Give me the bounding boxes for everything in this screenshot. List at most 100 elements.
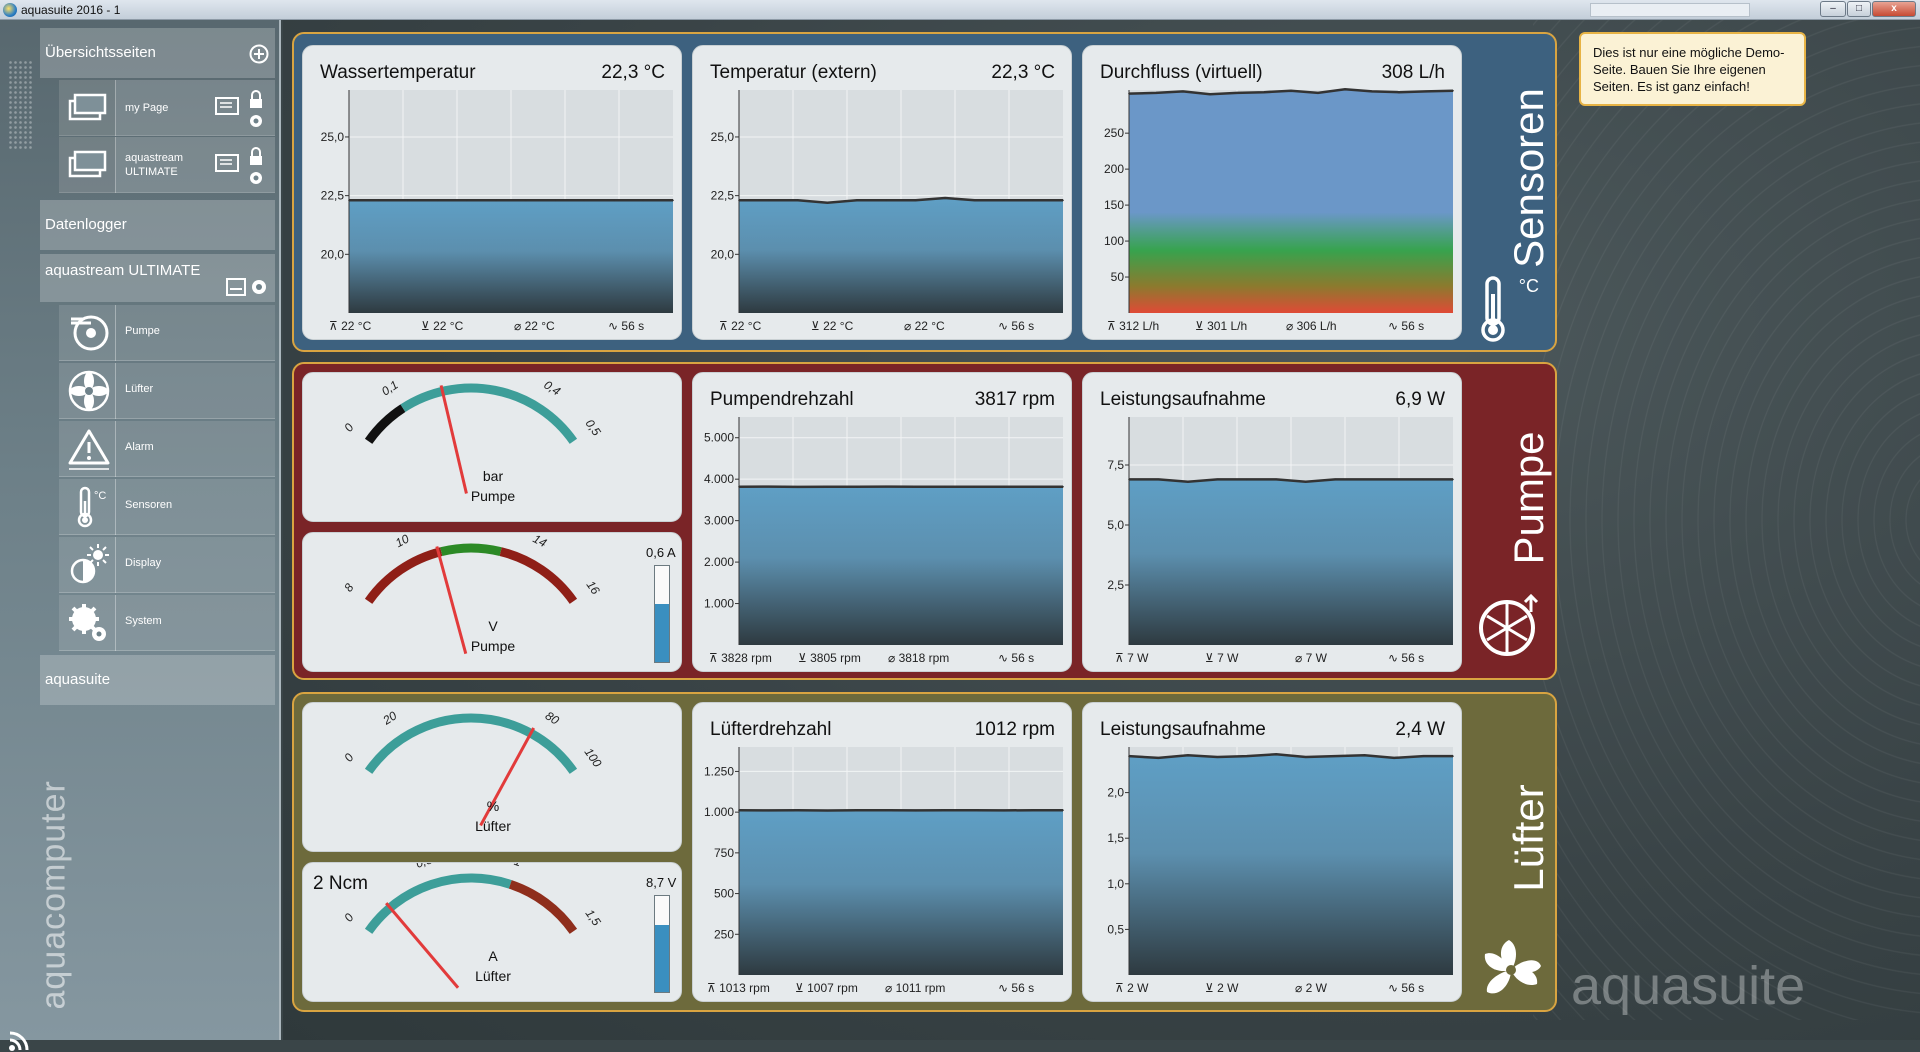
gauge-tick-label: 0: [341, 421, 356, 435]
gauge-tick-label: 0,1: [379, 378, 401, 399]
sidebar-item-system[interactable]: System: [59, 595, 275, 651]
chart-leistungsaufnahme-pumpe: 7,55,02,5: [1083, 373, 1463, 673]
chart-temperatur-extern: 25,022,520,0: [693, 46, 1073, 341]
data-point: [1393, 757, 1395, 759]
data-point: [466, 200, 468, 202]
sidebar-item-luefter[interactable]: Lüfter: [59, 363, 275, 419]
gauge-tick-label: 80: [543, 709, 562, 728]
data-point: [885, 809, 887, 811]
data-point: [1217, 756, 1219, 758]
sidebar-item-alarm[interactable]: Alarm: [59, 421, 275, 477]
sidebar-datalogger[interactable]: Datenlogger: [40, 200, 275, 250]
add-icon[interactable]: [249, 44, 269, 64]
chart-leistungsaufnahme-luefter: 2,01,51,00,5: [1083, 703, 1463, 1003]
thermometer-icon: °C: [59, 479, 116, 535]
gauge-arc-segment: [369, 878, 511, 931]
data-point: [1187, 754, 1189, 756]
aquasuite-label: aquasuite: [45, 671, 110, 688]
data-point: [1033, 809, 1035, 811]
svg-text:°C: °C: [94, 490, 106, 502]
sidebar-device-header[interactable]: aquastream ULTIMATE: [40, 254, 275, 302]
y-tick-label: 22,5: [711, 189, 735, 203]
voltage-bar: [654, 895, 670, 993]
data-point: [1393, 479, 1395, 481]
gauge-pressure[interactable]: 00,10,20,30,40,5 bar Pumpe: [302, 372, 682, 522]
demo-note: Dies ist nur eine mögliche Demo-Seite. B…: [1579, 32, 1806, 106]
y-tick-label: 7,5: [1107, 458, 1124, 472]
data-point: [1275, 753, 1277, 755]
sidebar-item-sensoren[interactable]: °C Sensoren: [59, 479, 275, 535]
y-tick-label: 5,0: [1107, 518, 1124, 532]
app-icon: [3, 3, 17, 17]
data-point: [554, 200, 556, 202]
gauge-tick-label: 1,5: [583, 907, 604, 929]
stat-min: ⊻ 22 °C: [421, 319, 463, 333]
sidebar-overview-header[interactable]: Übersichtsseiten: [40, 28, 275, 78]
stat-avg: ⌀ 22 °C: [514, 319, 555, 333]
gauge-fan-current[interactable]: 00,511,5 A Lüfter 2 Ncm 8,7 V: [302, 862, 682, 1002]
data-point: [768, 486, 770, 488]
display-icon: [59, 537, 116, 593]
sidebar-page-my-page[interactable]: my Page: [59, 80, 275, 136]
gauge-tick-label: 8: [341, 581, 356, 595]
data-point: [1033, 486, 1035, 488]
data-point: [1371, 91, 1373, 93]
sidebar-page-aquastream[interactable]: aquastream ULTIMATE: [59, 137, 275, 193]
feed-icon[interactable]: [8, 1030, 30, 1052]
data-point: [1033, 200, 1035, 202]
maximize-button[interactable]: □: [1847, 1, 1871, 17]
minimize-button[interactable]: –: [1820, 1, 1846, 17]
sidebar-item-pumpe[interactable]: Pumpe: [59, 305, 275, 361]
gauge-tick-label: 16: [583, 578, 602, 597]
gauge-unit: V: [443, 618, 543, 634]
data-point: [915, 810, 917, 812]
data-point: [643, 200, 645, 202]
stat-time: ∿ 56 s: [608, 319, 644, 333]
data-point: [407, 200, 409, 202]
data-point: [856, 486, 858, 488]
gauge-fan-percent[interactable]: 020406080100 % Lüfter: [302, 702, 682, 852]
group-label-luefter: Lüfter: [1505, 718, 1553, 958]
y-tick-label: 25,0: [711, 130, 735, 144]
y-tick-label: 22,5: [321, 189, 345, 203]
stat-time: ∿ 56 s: [1388, 981, 1424, 995]
torque-value: 2 Ncm: [313, 873, 368, 895]
group-label-pumpe: Pumpe: [1505, 378, 1553, 618]
data-point: [768, 810, 770, 812]
y-tick-label: 150: [1104, 198, 1124, 212]
y-tick-label: 5.000: [704, 431, 734, 445]
gauge-voltage[interactable]: 810121416 V Pumpe 0,6 A: [302, 532, 682, 672]
stat-max: ⊼ 7 W: [1115, 651, 1148, 665]
sidebar-item-display[interactable]: Display: [59, 537, 275, 593]
y-tick-label: 2,0: [1107, 786, 1124, 800]
page-actions-icons[interactable]: [214, 145, 269, 187]
stat-time: ∿ 56 s: [1388, 651, 1424, 665]
data-point: [584, 200, 586, 202]
aquasuite-logo: aquasuite: [1571, 955, 1805, 1017]
alarm-icon: [59, 421, 116, 477]
data-point: [378, 200, 380, 202]
stat-time: ∿ 56 s: [998, 981, 1034, 995]
data-point: [944, 486, 946, 488]
stat-min: ⊻ 3805 rpm: [798, 651, 861, 665]
stat-avg: ⌀ 22 °C: [904, 319, 945, 333]
page-actions-icons[interactable]: [214, 88, 269, 130]
close-button[interactable]: x: [1872, 1, 1916, 17]
stat-avg: ⌀ 7 W: [1295, 651, 1327, 665]
sidebar-aquasuite[interactable]: aquasuite: [40, 655, 275, 705]
data-point: [974, 200, 976, 202]
stat-min: ⊻ 7 W: [1205, 651, 1238, 665]
device-actions-icons[interactable]: [225, 276, 271, 298]
data-point: [1003, 200, 1005, 202]
data-point: [1246, 479, 1248, 481]
title-search-field[interactable]: [1590, 3, 1750, 17]
data-point: [1062, 200, 1064, 202]
gauge-arc-segment: [369, 718, 574, 771]
